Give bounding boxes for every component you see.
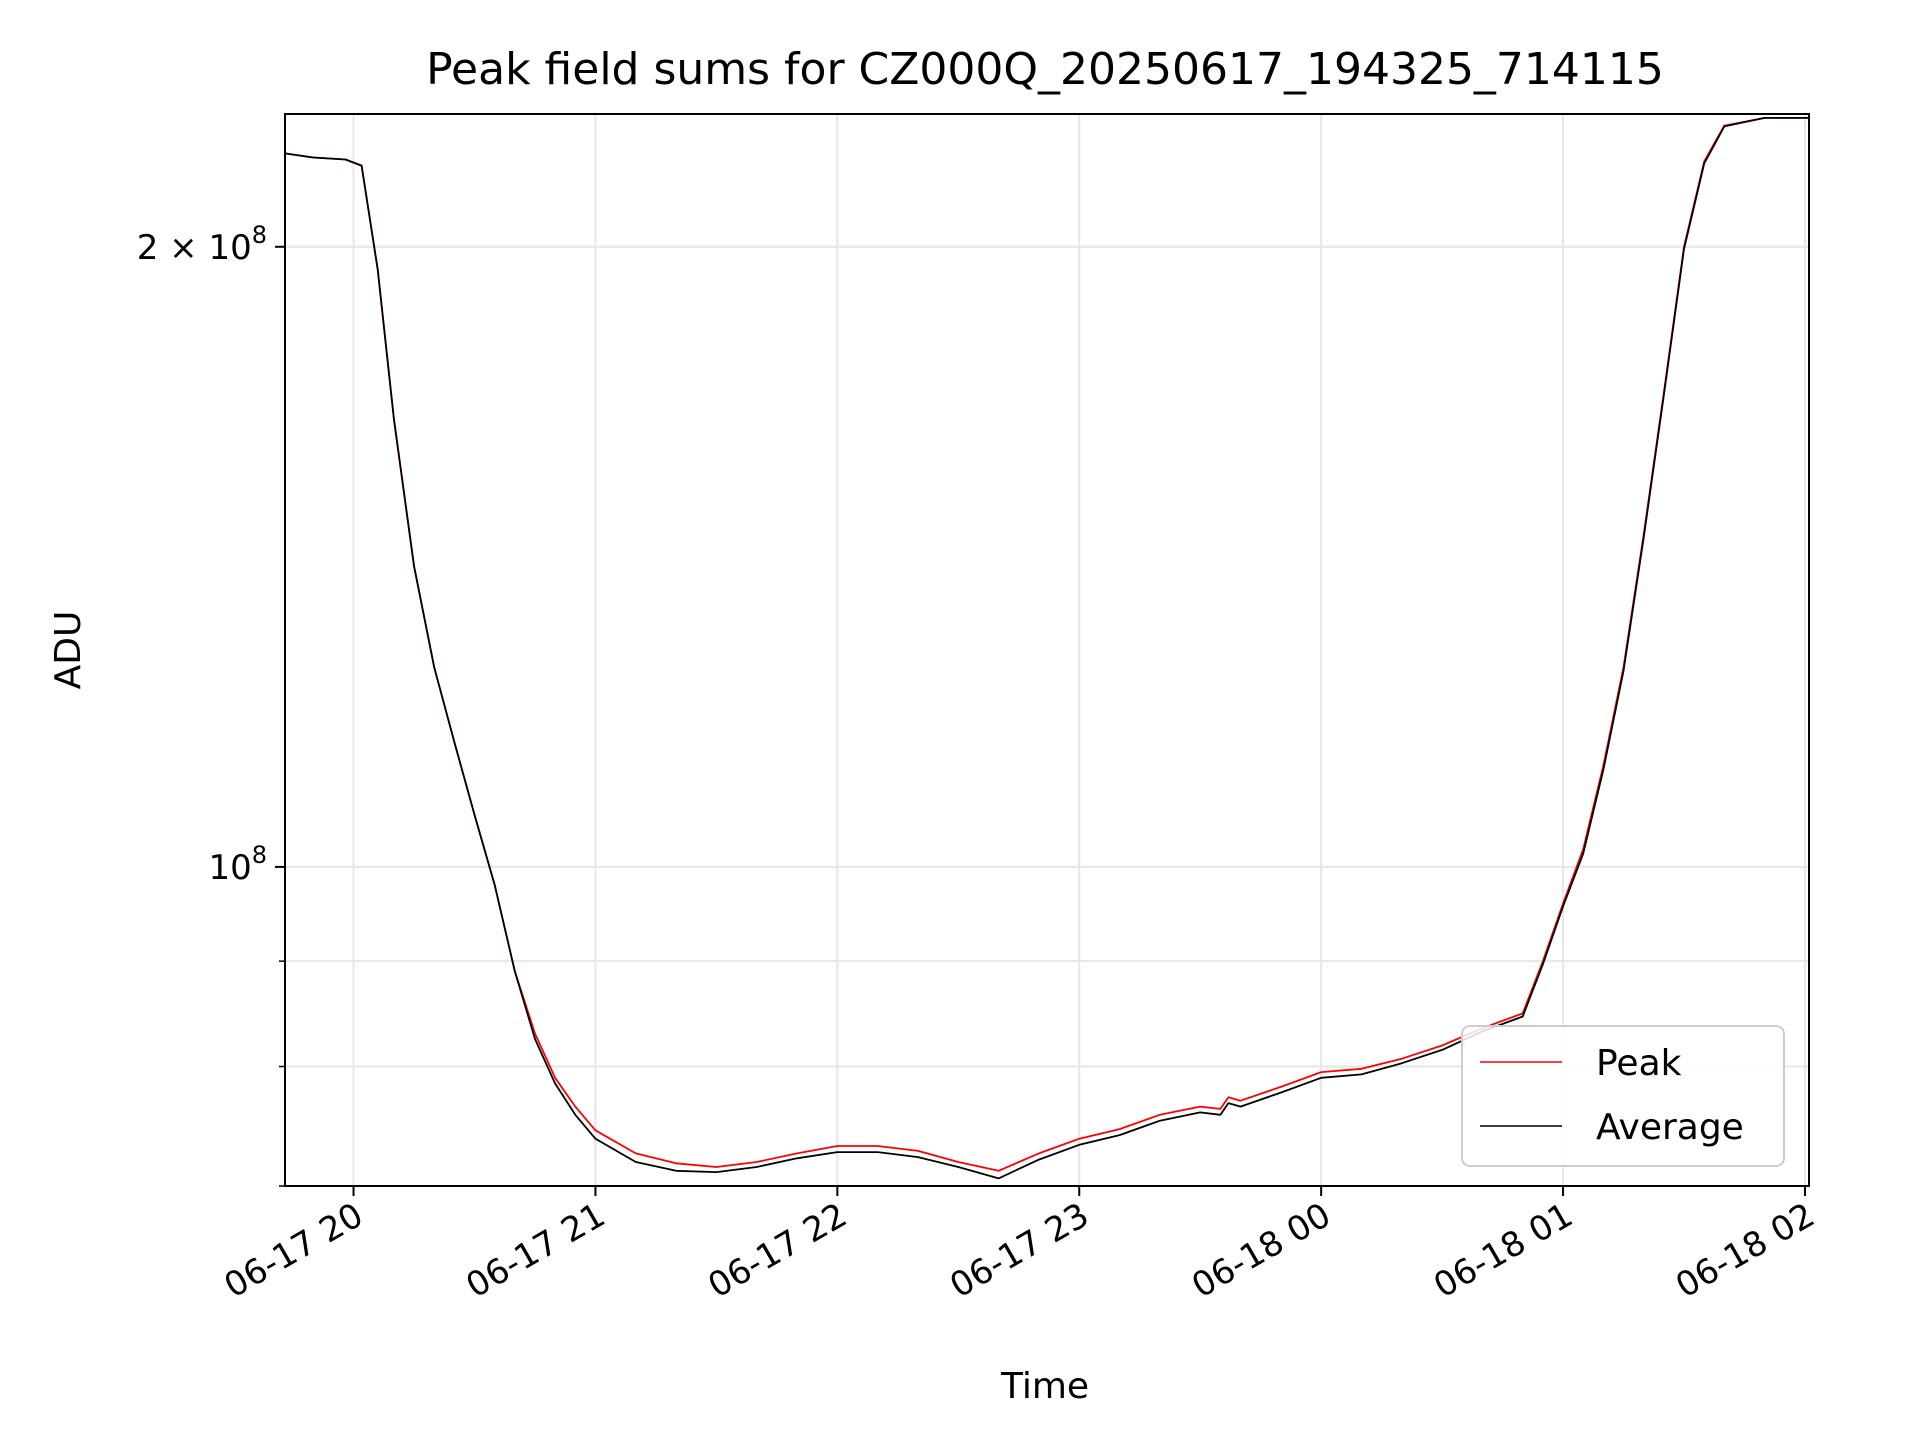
y-tick-label-exponent: 8 xyxy=(252,221,267,249)
series-lines xyxy=(284,117,1809,1180)
legend: Peak Average xyxy=(1461,1025,1785,1167)
y-tick-label-exponent: 8 xyxy=(252,841,267,869)
chart-title: Peak field sums for CZ000Q_20250617_1943… xyxy=(426,44,1664,95)
legend-box xyxy=(1461,1025,1785,1167)
plot-frame xyxy=(284,113,1810,1187)
y-tick-label: 108 xyxy=(208,841,267,888)
legend-label-average: Average xyxy=(1596,1107,1744,1148)
y-axis-label: ADU xyxy=(48,611,89,690)
y-tick-label-base: 2 × 10 xyxy=(137,228,252,268)
series-line-average xyxy=(284,117,1809,1180)
legend-label-peak: Peak xyxy=(1596,1043,1682,1084)
y-tick-label: 2 × 108 xyxy=(137,221,267,268)
x-axis-label: Time xyxy=(1000,1366,1089,1407)
y-tick-label-base: 10 xyxy=(208,848,251,888)
